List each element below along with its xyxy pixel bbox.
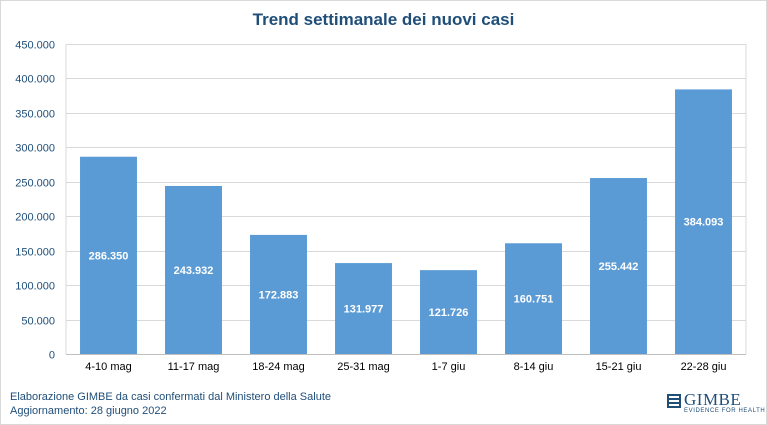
y-tick-label: 100.000 [15, 281, 55, 293]
logo-tagline: EVIDENCE FOR HEALTH [684, 408, 766, 414]
y-tick-label: 450.000 [15, 40, 55, 52]
bar-value-label: 243.932 [174, 265, 214, 277]
x-tick-label: 18-24 mag [252, 361, 305, 373]
y-tick-label: 150.000 [15, 247, 55, 259]
y-tick-label: 300.000 [15, 143, 55, 155]
value-labels: 286.350 243.932 172.883 131.977 121.726 160.7… [89, 217, 724, 319]
footer-updated: Aggiornamento: 28 giugno 2022 [10, 405, 167, 417]
bar-value-label: 286.350 [89, 250, 129, 262]
logo-mark-icon [667, 394, 681, 408]
footer-note: Elaborazione GIMBE da casi confermati da… [10, 390, 331, 418]
bars [80, 89, 732, 355]
x-tick-label: 11-17 mag [168, 361, 220, 373]
y-tick-label: 50.000 [21, 316, 55, 328]
y-tick-label: 200.000 [15, 212, 55, 224]
y-tick-label: 0 [49, 350, 55, 362]
bar [590, 178, 647, 354]
bar [420, 270, 477, 354]
bar-value-label: 255.442 [599, 261, 639, 273]
bar [335, 263, 392, 354]
x-tick-label: 1-7 giu [432, 361, 466, 373]
bar [250, 234, 307, 354]
y-tick-label: 250.000 [15, 178, 55, 190]
bar-value-label: 172.883 [259, 289, 299, 301]
y-tick-label: 350.000 [15, 109, 55, 121]
bar [80, 156, 137, 354]
x-tick-label: 8-14 giu [514, 361, 554, 373]
y-axis-ticks: 0 50.000 100.000 150.000 200.000 250.000 300.0… [15, 40, 55, 362]
y-tick-label: 400.000 [15, 74, 55, 86]
x-tick-label: 4-10 mag [85, 361, 131, 373]
bar [505, 243, 562, 354]
bar-value-label: 384.093 [684, 217, 724, 229]
chart-title: Trend settimanale dei nuovi casi [252, 10, 515, 29]
x-tick-label: 15-21 giu [596, 361, 642, 373]
x-tick-label: 22-28 giu [681, 361, 727, 373]
x-axis-ticks: 4-10 mag 11-17 mag 18-24 mag 25-31 mag 1-7 g… [85, 361, 726, 373]
bar-value-label: 121.726 [429, 307, 469, 319]
footer-source: Elaborazione GIMBE da casi confermati da… [10, 391, 331, 403]
bar [675, 89, 732, 355]
bar-value-label: 160.751 [514, 294, 554, 306]
logo-word: GIMBE [684, 390, 742, 409]
gimbe-logo: GIMBE EVIDENCE FOR HEALTH [667, 390, 765, 419]
x-tick-label: 25-31 mag [337, 361, 390, 373]
bar [165, 185, 222, 354]
bar-value-label: 131.977 [344, 304, 384, 316]
